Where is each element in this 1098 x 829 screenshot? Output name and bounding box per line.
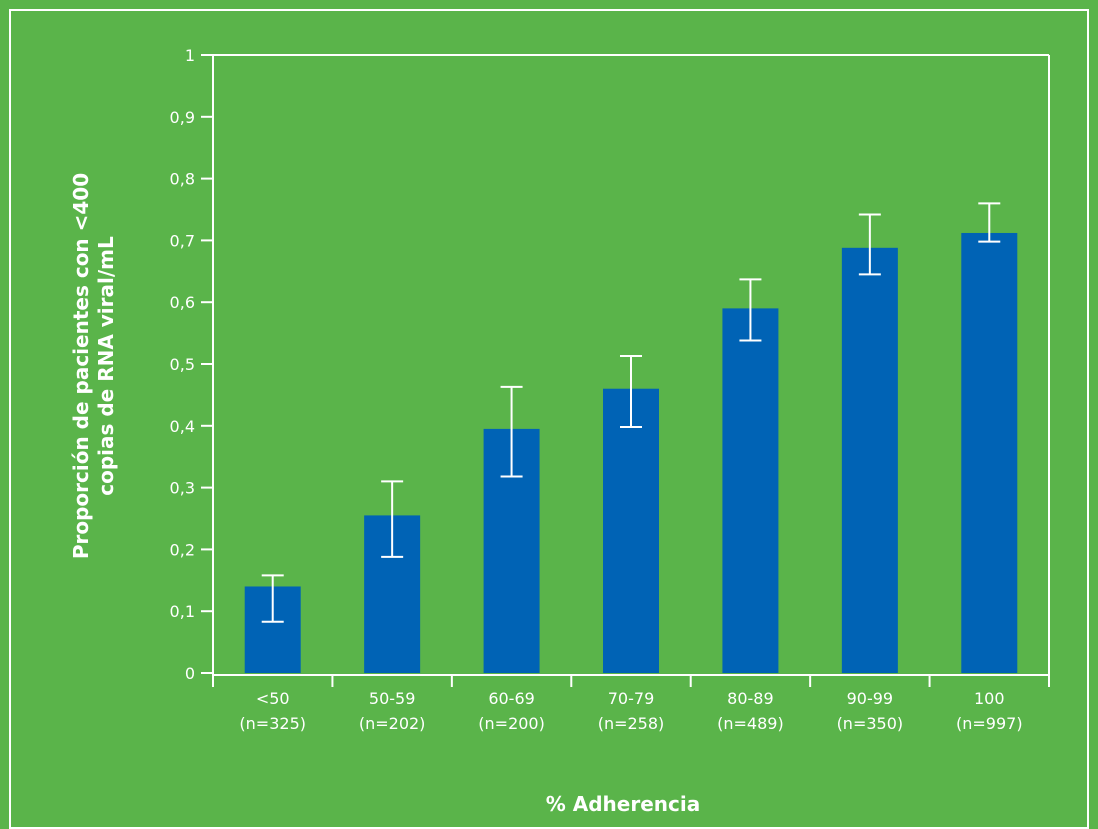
y-axis-label-line1: Proporción de pacientes con <400 [69,173,93,559]
x-tick-label: 50-59 [369,689,416,708]
y-tick-label: 0,5 [170,355,195,374]
x-tick-label: 60-69 [488,689,535,708]
x-tick-sublabel: (n=202) [359,714,426,733]
y-tick-label: 0,4 [170,417,195,436]
bar [961,232,1018,673]
x-axis-label: % Adherencia [546,792,700,816]
y-tick-label: 0 [185,664,195,683]
x-tick-label: 90-99 [847,689,894,708]
bar [841,247,898,674]
x-tick-label: 100 [974,689,1005,708]
y-tick-label: 0,8 [170,170,195,189]
y-tick-label: 0,3 [170,479,195,498]
x-tick-sublabel: (n=997) [956,714,1023,733]
y-tick-label: 0,2 [170,540,195,559]
y-tick-label: 0,1 [170,602,195,621]
y-tick-label: 0,9 [170,108,195,127]
x-tick-sublabel: (n=350) [837,714,904,733]
x-tick-label: 80-89 [727,689,774,708]
x-tick-sublabel: (n=325) [239,714,306,733]
bar [722,308,779,673]
x-tick-label: <50 [256,689,290,708]
x-tick-sublabel: (n=258) [598,714,665,733]
y-tick-label: 0,7 [170,231,195,250]
x-tick-sublabel: (n=200) [478,714,545,733]
y-tick-label: 1 [185,46,195,65]
y-axis-label-line2: copias de RNA viral/mL [94,236,118,496]
bar [603,388,659,673]
y-tick-label: 0,6 [170,293,195,312]
x-tick-sublabel: (n=489) [717,714,784,733]
x-tick-label: 70-79 [608,689,655,708]
